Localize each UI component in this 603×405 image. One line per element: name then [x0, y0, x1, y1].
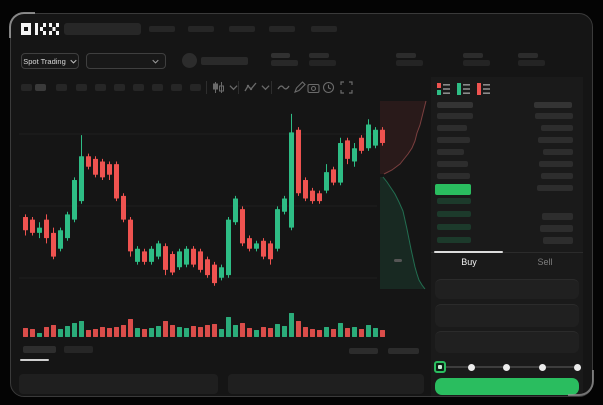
depth-mid-marker	[394, 259, 402, 262]
ask-row-amount	[535, 113, 573, 119]
book-bids-icon[interactable]	[457, 83, 470, 95]
bottom-tab[interactable]	[64, 346, 93, 353]
history-icon[interactable]	[322, 81, 335, 94]
ask-row-amount	[541, 173, 573, 179]
timeframe-button[interactable]	[152, 84, 163, 91]
price-field[interactable]	[435, 279, 579, 299]
bottom-tab-active[interactable]	[23, 346, 56, 353]
market-type-selector[interactable]: Spot Trading	[21, 53, 79, 69]
trade-tabs-divider	[431, 252, 583, 253]
chevron-down-icon[interactable]	[229, 81, 238, 94]
indicators-icon[interactable]	[244, 81, 257, 94]
amount-slider-stop[interactable]	[467, 363, 475, 371]
bottom-action-placeholder[interactable]	[349, 348, 378, 354]
camera-icon[interactable]	[307, 81, 320, 94]
stat-label-placeholder	[396, 53, 416, 58]
ask-row-amount	[538, 137, 573, 143]
line-tool-icon[interactable]	[277, 81, 290, 94]
okx-logo[interactable]: OKX	[21, 22, 59, 40]
stat-value-placeholder	[518, 60, 545, 66]
amount-slider-stop[interactable]	[573, 363, 581, 371]
pair-name-placeholder	[201, 57, 248, 65]
buy-submit-button[interactable]	[435, 378, 579, 395]
open-orders-panel	[19, 374, 218, 394]
timeframe-button[interactable]	[114, 84, 125, 91]
book-asks-icon[interactable]	[477, 83, 490, 95]
tab-buy[interactable]: Buy	[461, 257, 477, 267]
fullscreen-icon[interactable]	[340, 81, 353, 94]
app-window: OKX Spot Trading	[10, 13, 593, 397]
search-input[interactable]	[64, 23, 141, 35]
timeframe-button[interactable]	[95, 84, 106, 91]
ask-row-price	[437, 125, 467, 131]
okx-logo-glyphs	[21, 23, 59, 35]
ask-row-price	[437, 149, 464, 155]
bottom-action-placeholder[interactable]	[388, 348, 419, 354]
market-type-label: Spot Trading	[23, 56, 66, 66]
amount-slider-stop[interactable]	[538, 363, 546, 371]
nav-item-placeholder[interactable]	[149, 26, 175, 32]
book-combined-icon[interactable]	[437, 83, 450, 95]
book-col-header-right	[534, 102, 572, 108]
bid-row-price	[437, 211, 471, 217]
amount-field[interactable]	[435, 304, 579, 327]
last-price-placeholder	[271, 53, 290, 58]
book-col-header-left	[437, 102, 473, 108]
buy-tab-underline	[434, 251, 503, 253]
bid-row-amount	[542, 213, 573, 220]
tab-sell[interactable]: Sell	[537, 257, 553, 267]
bid-row-price	[437, 237, 471, 243]
nav-item-placeholder[interactable]	[188, 26, 214, 32]
ask-row-amount	[539, 161, 573, 167]
ask-row-price	[437, 173, 470, 179]
ask-row-amount	[541, 125, 573, 131]
bid-row-price	[437, 224, 471, 230]
timeframe-button[interactable]	[35, 84, 46, 91]
price-change-placeholder	[271, 60, 298, 66]
stat-value-placeholder	[396, 60, 423, 66]
total-field[interactable]	[435, 331, 579, 353]
bid-row-amount	[540, 225, 573, 232]
stat-value-placeholder	[463, 60, 490, 66]
bid-row-amount	[543, 237, 573, 244]
nav-item-placeholder[interactable]	[229, 26, 255, 32]
ask-row-amount	[543, 149, 573, 155]
candle-style-icon[interactable]	[212, 81, 225, 94]
stat-value-placeholder	[309, 60, 336, 66]
chevron-down-icon	[70, 59, 77, 64]
timeframe-button[interactable]	[190, 84, 201, 91]
timeframe-button[interactable]	[76, 84, 87, 91]
toolbar-divider	[206, 81, 207, 94]
timeframe-button[interactable]	[133, 84, 144, 91]
toolbar-divider	[271, 81, 272, 94]
bottom-tab-underline	[20, 359, 49, 361]
stat-label-placeholder	[309, 53, 329, 58]
ask-row-price	[437, 137, 470, 143]
amount-slider-handle[interactable]	[434, 361, 446, 373]
amount-slider-stop[interactable]	[502, 363, 510, 371]
chevron-down-icon[interactable]	[261, 81, 270, 94]
order-history-panel	[228, 374, 424, 394]
stat-label-placeholder	[463, 53, 483, 58]
orderbook-last-price[interactable]	[435, 184, 471, 195]
pair-selector-dropdown[interactable]	[86, 53, 166, 69]
candlestick-chart[interactable]	[10, 13, 593, 397]
nav-item-placeholder[interactable]	[311, 26, 337, 32]
ask-row-price	[437, 161, 468, 167]
timeframe-button[interactable]	[21, 84, 32, 91]
ask-row-amount	[537, 185, 573, 191]
timeframe-button[interactable]	[171, 84, 182, 91]
chevron-down-icon	[152, 59, 159, 64]
toolbar-divider	[238, 81, 239, 94]
bid-row-price	[437, 198, 471, 204]
stat-label-placeholder	[518, 53, 538, 58]
nav-item-placeholder[interactable]	[269, 26, 295, 32]
ask-row-price	[437, 113, 473, 119]
coin-avatar	[182, 53, 197, 68]
draw-icon[interactable]	[293, 81, 306, 94]
timeframe-button[interactable]	[56, 84, 67, 91]
